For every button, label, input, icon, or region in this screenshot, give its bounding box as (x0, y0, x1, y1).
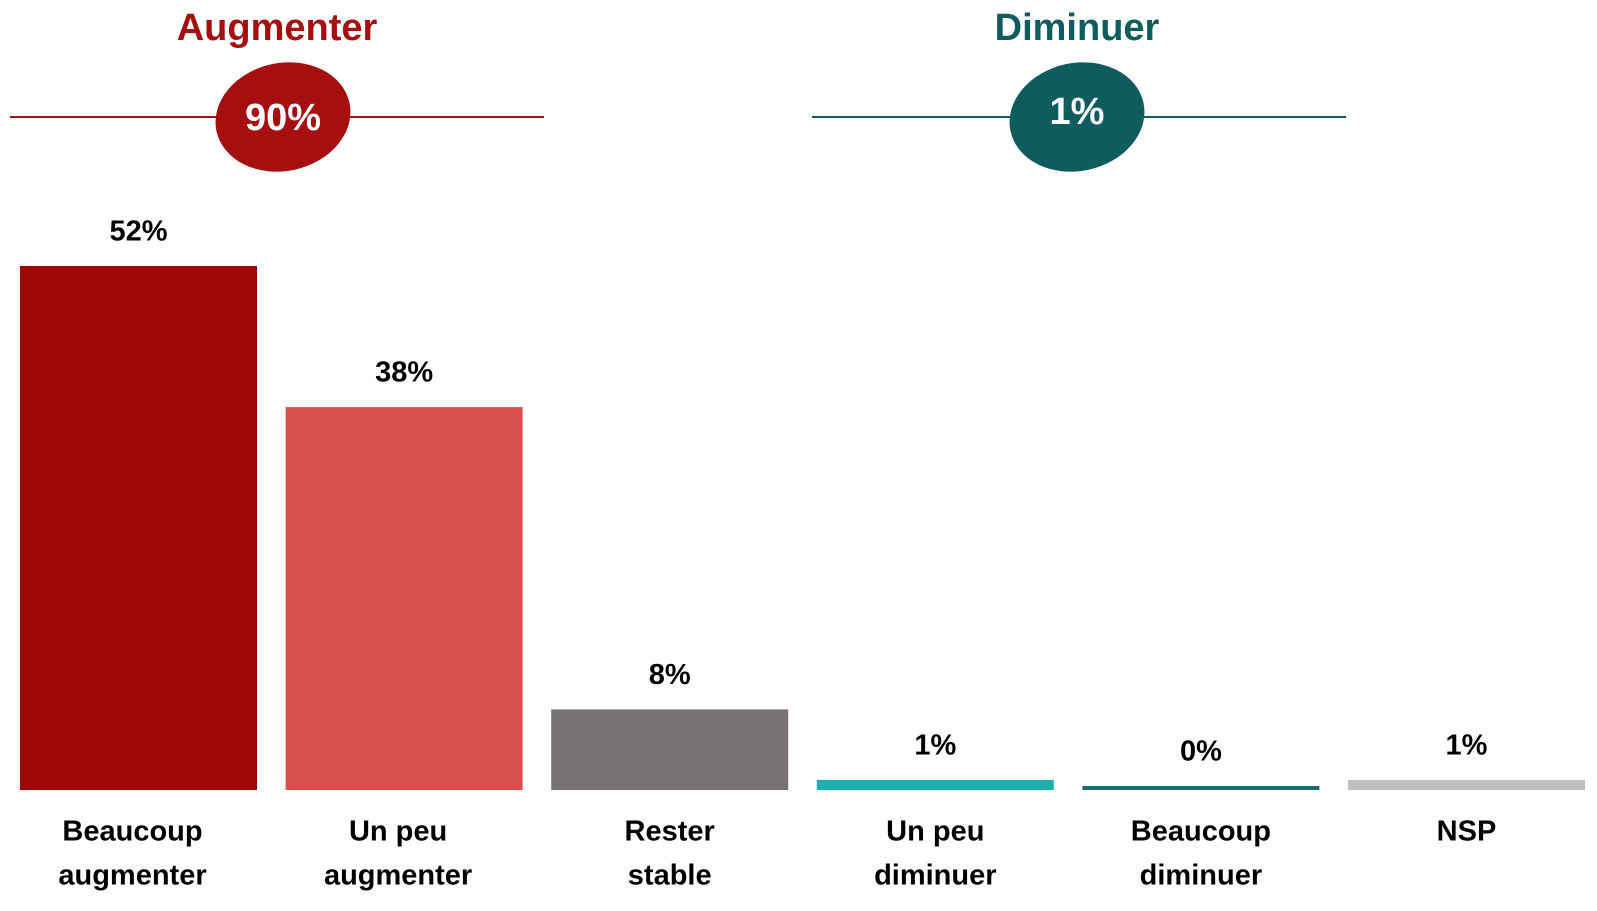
x-tick-label: diminuer (874, 860, 996, 892)
bar (816, 779, 1054, 790)
x-tick-label: stable (628, 860, 712, 892)
bar (20, 266, 257, 790)
group-title: Augmenter (177, 7, 378, 49)
x-tick-label: augmenter (324, 860, 472, 892)
group-title: Diminuer (995, 7, 1160, 49)
x-tick-label: Un peu (349, 816, 447, 848)
group-value: 90% (245, 97, 321, 139)
value-label: 0% (1180, 736, 1222, 768)
x-tick-label: Beaucoup (62, 816, 202, 848)
value-label: 1% (1446, 730, 1488, 762)
x-tick-label: Un peu (886, 816, 984, 848)
x-tick-label: augmenter (58, 860, 206, 892)
value-label: 38% (375, 357, 433, 389)
x-tick-label: Rester (625, 816, 715, 848)
bar (1348, 779, 1585, 790)
group-value: 1% (1050, 91, 1105, 133)
bar (1082, 786, 1320, 790)
group-badge (1009, 62, 1145, 172)
x-tick-label: diminuer (1140, 860, 1262, 892)
x-tick-label: NSP (1437, 816, 1497, 848)
group-badge (215, 62, 351, 172)
x-tick-label: Beaucoup (1131, 816, 1271, 848)
bar (551, 709, 789, 790)
bar (285, 407, 523, 790)
value-label: 52% (109, 216, 167, 248)
value-label: 1% (914, 730, 956, 762)
value-label: 8% (649, 659, 691, 691)
